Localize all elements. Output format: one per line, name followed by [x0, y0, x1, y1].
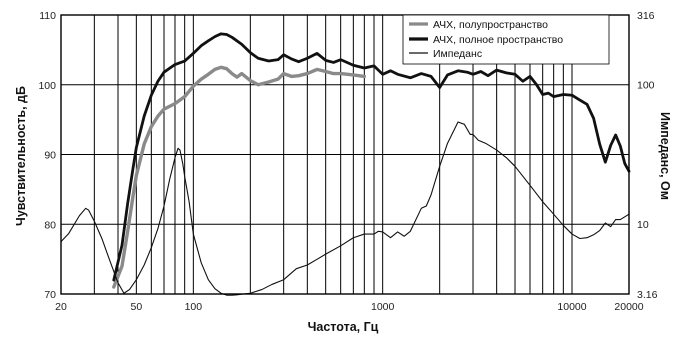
x-tick-label: 50 — [130, 301, 142, 313]
series-layer — [60, 32, 631, 296]
x-tick-label: 1000 — [371, 301, 395, 313]
y-left-tick-label: 80 — [44, 219, 56, 231]
series-half-space-response — [112, 65, 367, 289]
series-impedance — [60, 121, 630, 296]
legend-label-impedance: Импеданс — [433, 48, 482, 60]
x-tick-label: 100 — [185, 301, 203, 313]
x-tick-label: 20 — [55, 301, 67, 313]
y-right-tick-label: 100 — [637, 80, 655, 92]
x-axis-title: Частота, Гц — [308, 320, 379, 334]
y-left-tick-label: 100 — [38, 80, 56, 92]
y-left-tick-label: 90 — [44, 150, 56, 162]
y-right-tick-label: 3.16 — [637, 289, 658, 301]
y-right-tick-label: 316 — [637, 10, 655, 22]
legend-box — [402, 14, 610, 65]
legend-label-full-space: АЧХ, полное пространство — [433, 34, 563, 46]
y-axis-left-title: Чувствительность, дБ — [14, 86, 28, 226]
y-left-tick-label: 70 — [44, 289, 56, 301]
y-axis-right-title: Импеданс, Ом — [658, 112, 672, 200]
legend-label-half-space: АЧХ, полупространство — [433, 19, 548, 31]
x-tick-label: 20000 — [614, 301, 643, 313]
tick-labels: 20 50 100 1000 10000 20000 70 80 90 100 110 3.16 10 1… — [38, 10, 657, 313]
y-left-tick-label: 110 — [39, 10, 56, 22]
plot-frame — [60, 14, 630, 295]
x-tick-label: 10000 — [557, 301, 586, 313]
series-full-space-response — [112, 32, 631, 282]
legend: АЧХ, полупространство АЧХ, полное простр… — [402, 14, 610, 65]
y-right-tick-label: 10 — [637, 219, 649, 231]
